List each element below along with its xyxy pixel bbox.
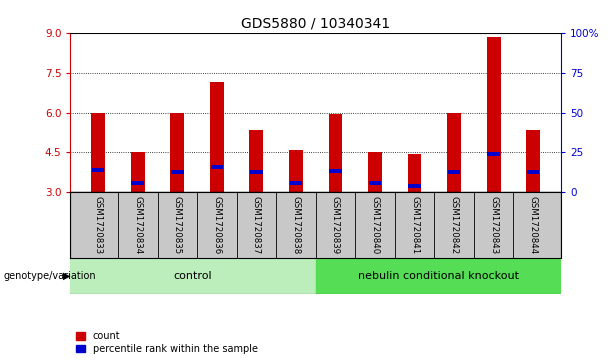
Bar: [91, 113, 105, 192]
Bar: [289, 150, 303, 192]
Text: ▶: ▶: [63, 271, 70, 281]
Bar: [447, 113, 461, 192]
Bar: [329, 169, 341, 173]
Text: GSM1720835: GSM1720835: [173, 196, 182, 254]
Bar: [170, 113, 184, 192]
Text: GSM1720844: GSM1720844: [528, 196, 538, 254]
Bar: [487, 152, 500, 156]
Bar: [487, 37, 501, 192]
Bar: [249, 130, 264, 192]
Text: GSM1720834: GSM1720834: [133, 196, 142, 254]
Text: GSM1720842: GSM1720842: [449, 196, 459, 254]
Bar: [408, 154, 422, 192]
Bar: [329, 114, 343, 192]
Bar: [70, 258, 316, 294]
Bar: [527, 130, 540, 192]
Bar: [448, 171, 460, 175]
Text: GSM1720843: GSM1720843: [489, 196, 498, 254]
Text: GSM1720841: GSM1720841: [410, 196, 419, 254]
Bar: [210, 82, 224, 192]
Bar: [92, 168, 104, 172]
Text: control: control: [173, 271, 213, 281]
Text: genotype/variation: genotype/variation: [3, 271, 96, 281]
Bar: [131, 152, 145, 192]
Text: GSM1720840: GSM1720840: [370, 196, 379, 254]
Text: GSM1720833: GSM1720833: [94, 196, 103, 254]
Bar: [408, 184, 421, 188]
Legend: count, percentile rank within the sample: count, percentile rank within the sample: [72, 327, 262, 358]
Title: GDS5880 / 10340341: GDS5880 / 10340341: [241, 16, 390, 30]
Bar: [211, 165, 223, 169]
Bar: [527, 171, 539, 175]
Text: GSM1720837: GSM1720837: [252, 196, 261, 254]
Bar: [171, 171, 183, 175]
Bar: [316, 258, 561, 294]
Text: GSM1720838: GSM1720838: [291, 196, 300, 254]
Text: nebulin conditional knockout: nebulin conditional knockout: [358, 271, 519, 281]
Bar: [368, 152, 382, 192]
Text: GSM1720839: GSM1720839: [331, 196, 340, 254]
Bar: [250, 171, 262, 175]
Text: GSM1720836: GSM1720836: [212, 196, 221, 254]
Bar: [290, 181, 302, 185]
Bar: [132, 181, 144, 185]
Bar: [369, 181, 381, 185]
